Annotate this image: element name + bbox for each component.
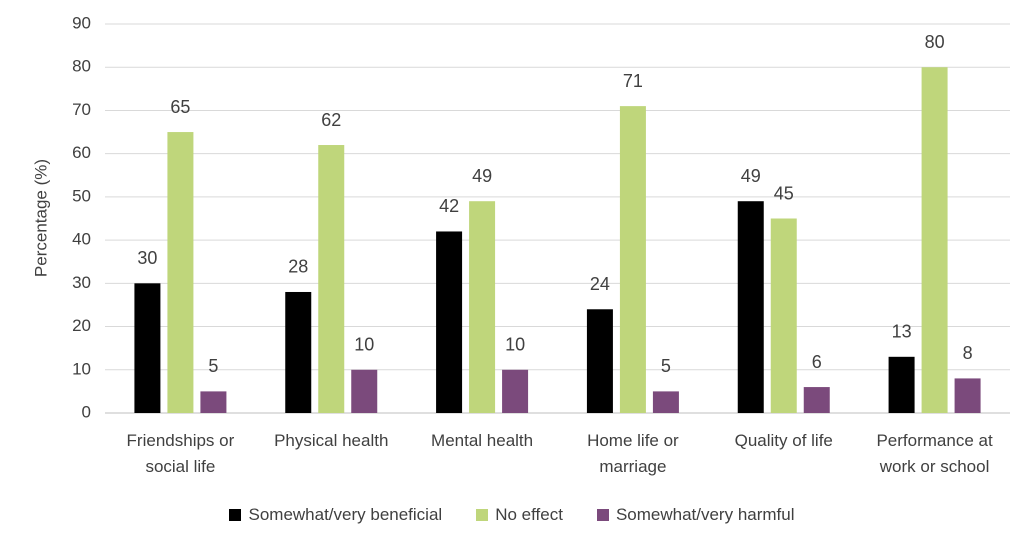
y-tick-label: 40 [72, 230, 91, 249]
data-label: 5 [661, 356, 671, 376]
y-tick-label: 90 [72, 13, 91, 32]
bar [285, 291, 312, 413]
y-tick-label: 80 [72, 57, 91, 76]
y-tick-label: 70 [72, 100, 91, 119]
data-label: 10 [505, 335, 525, 355]
data-label: 45 [774, 183, 794, 203]
y-tick-label: 60 [72, 143, 91, 162]
data-label: 62 [321, 110, 341, 130]
legend-swatch [229, 509, 242, 521]
legend-item: Somewhat/very beneficial [229, 505, 442, 525]
y-axis-label: Percentage (%) [31, 159, 50, 277]
data-label: 30 [137, 248, 157, 268]
bar [586, 309, 613, 413]
bar [770, 218, 797, 413]
x-tick-label: Performance at work or school [876, 431, 993, 476]
x-tick-label: Friendships or social life [126, 431, 235, 476]
data-label: 8 [963, 343, 973, 363]
data-label: 24 [590, 274, 610, 294]
bar [436, 231, 463, 413]
data-label: 42 [439, 196, 459, 216]
data-label: 49 [741, 166, 761, 186]
bar [652, 391, 679, 413]
y-tick-label: 20 [72, 316, 91, 335]
legend-swatch [476, 509, 489, 521]
bar [954, 378, 981, 413]
x-tick-label: Mental health [431, 431, 534, 450]
data-label: 10 [354, 335, 374, 355]
bar [318, 145, 345, 413]
x-tick-label: Quality of life [734, 431, 833, 450]
x-tick-label: Physical health [274, 431, 389, 450]
legend-label: No effect [495, 505, 563, 524]
data-label: 13 [892, 322, 912, 342]
bar [737, 201, 764, 413]
bar [167, 132, 194, 414]
bar [134, 283, 161, 413]
data-label: 71 [623, 71, 643, 91]
data-label: 28 [288, 257, 308, 277]
data-label: 49 [472, 166, 492, 186]
x-tick-label: Home life or marriage [587, 431, 679, 476]
legend-label: Somewhat/very harmful [615, 505, 795, 524]
bar [803, 387, 830, 413]
data-label: 6 [812, 352, 822, 372]
y-tick-label: 50 [72, 186, 91, 205]
legend-swatch [596, 509, 609, 521]
data-label: 5 [208, 356, 218, 376]
y-tick-label: 0 [82, 402, 91, 421]
data-label: 65 [170, 97, 190, 117]
data-label: 80 [925, 32, 945, 52]
bar [200, 391, 227, 413]
bar [619, 106, 646, 413]
bar [921, 67, 948, 413]
legend: Somewhat/very beneficial No effect Somewha… [0, 505, 1024, 525]
bar [469, 201, 496, 413]
y-tick-label: 30 [72, 273, 91, 292]
bar [888, 356, 915, 413]
legend-item: No effect [476, 505, 563, 525]
bar [351, 369, 378, 413]
y-tick-label: 10 [72, 359, 91, 378]
legend-label: Somewhat/very beneficial [248, 505, 443, 524]
bar [502, 369, 529, 413]
legend-item: Somewhat/very harmful [596, 505, 795, 525]
